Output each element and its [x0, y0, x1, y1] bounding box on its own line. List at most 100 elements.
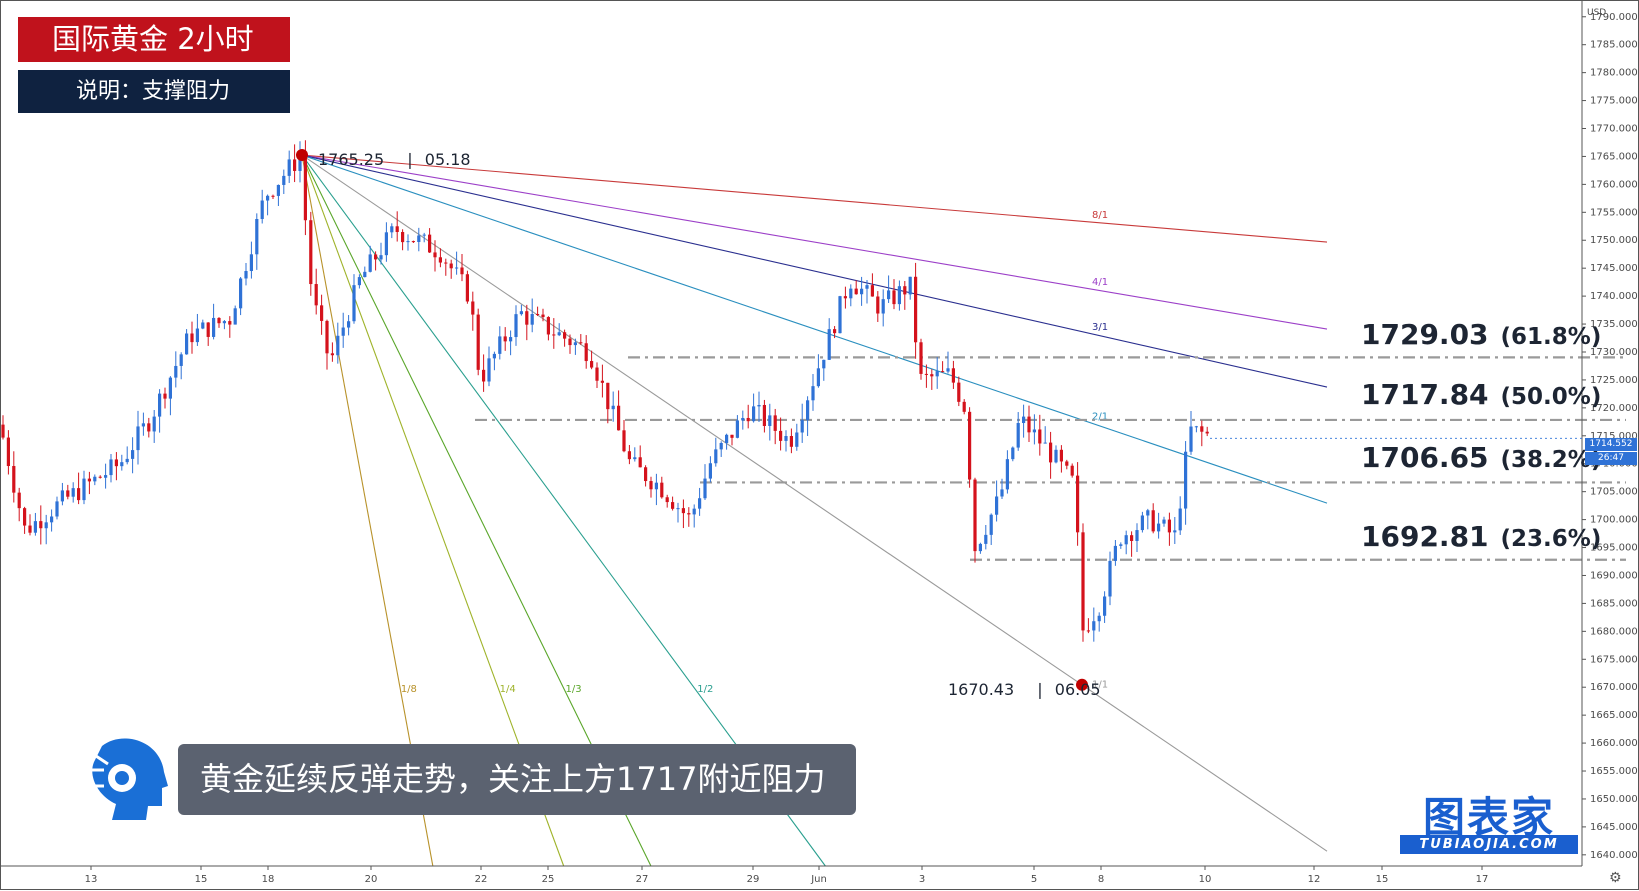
y-tick-label: 1690.000 — [1590, 570, 1638, 581]
y-tick-label: 1640.000 — [1590, 850, 1638, 861]
candle-body — [692, 508, 696, 515]
candle-body — [1173, 530, 1177, 533]
candle-body — [152, 416, 156, 432]
candle-body — [460, 267, 464, 275]
candle-body — [325, 320, 329, 354]
x-tick-label: 5 — [1031, 874, 1037, 885]
candle-body — [941, 371, 945, 373]
candle-body — [1016, 423, 1020, 448]
gann-fan-label: 2/1 — [1092, 411, 1108, 422]
candle-body — [843, 296, 847, 299]
candle-body — [163, 393, 167, 399]
candle-body — [109, 459, 113, 476]
x-tick-label: 29 — [747, 874, 760, 885]
y-tick-label: 1645.000 — [1590, 822, 1638, 833]
candle-body — [924, 373, 928, 375]
candle-body — [141, 423, 145, 427]
x-tick-label: 17 — [1476, 874, 1489, 885]
fib-pct-382: (38.2%) — [1500, 447, 1602, 473]
candle-body — [1151, 510, 1155, 532]
candle-body — [357, 277, 361, 286]
candle-body — [568, 338, 572, 346]
candle-body — [87, 478, 91, 482]
candle-body — [471, 301, 475, 315]
y-tick-label: 1700.000 — [1590, 515, 1638, 526]
candle-body — [82, 478, 86, 501]
candle-body — [449, 263, 453, 269]
candle-body — [1162, 519, 1166, 524]
candle-body — [530, 314, 534, 325]
candle-body — [217, 317, 221, 324]
logo-main: 图表家 — [1422, 793, 1555, 842]
pivot-high-marker — [296, 149, 308, 162]
candle-body — [503, 336, 507, 342]
candle-body — [649, 481, 653, 490]
candle-body — [190, 333, 194, 343]
candle-body — [1130, 535, 1134, 541]
y-tick-label: 1680.000 — [1590, 626, 1638, 637]
x-tick-label: Jun — [810, 874, 827, 885]
fib-price-618: 1729.03 — [1361, 318, 1489, 351]
candle-body — [741, 417, 745, 421]
candle-body — [908, 276, 912, 295]
candle-body — [1092, 621, 1096, 631]
candle-body — [120, 462, 124, 467]
candle-body — [757, 404, 761, 407]
y-tick-label: 1750.000 — [1590, 235, 1638, 246]
candle-body — [919, 342, 923, 374]
y-tick-label: 1755.000 — [1590, 207, 1638, 218]
gann-fan-line — [301, 154, 1328, 504]
candle-body — [347, 321, 351, 328]
candle-body — [779, 430, 783, 441]
candle-body — [374, 254, 378, 260]
candle-body — [638, 457, 642, 468]
candle-body — [195, 328, 199, 343]
candle-body — [17, 492, 21, 509]
current-price-tag: 1714.552 — [1585, 438, 1637, 451]
candle-body — [1108, 560, 1112, 597]
candle-body — [206, 322, 210, 337]
pivot-high-label: 1765.25 ❘ 05.18 — [318, 150, 471, 169]
candle-body — [860, 288, 864, 295]
candle-body — [1054, 449, 1058, 463]
fib-price-382: 1706.65 — [1361, 441, 1489, 474]
chart-title: 国际黄金 2小时 — [18, 17, 290, 62]
candle-body — [1119, 544, 1123, 546]
candle-body — [552, 334, 556, 336]
candle-body — [411, 241, 415, 243]
candle-body — [676, 508, 680, 510]
candle-body — [849, 288, 853, 299]
candle-body — [228, 321, 232, 325]
candle-body — [438, 257, 442, 263]
candle-body — [746, 417, 750, 422]
candle-body — [951, 368, 955, 383]
candle-body — [417, 235, 421, 242]
y-tick-label: 1725.000 — [1590, 375, 1638, 386]
candle-body — [71, 488, 75, 497]
gann-fan-label: 8/1 — [1092, 210, 1108, 221]
candle-body — [870, 285, 874, 297]
y-tick-label: 1675.000 — [1590, 654, 1638, 665]
candle-body — [293, 159, 297, 171]
candle-body — [611, 405, 615, 410]
candle-body — [276, 184, 280, 196]
candle-body — [838, 296, 842, 334]
pivot-high-separator-icon: ❘ — [403, 150, 417, 169]
candle-body — [330, 353, 334, 356]
gann-fan-label: 1/3 — [566, 684, 582, 695]
fib-level-layer — [475, 356, 1626, 561]
y-tick-label: 1665.000 — [1590, 710, 1638, 721]
candle-body — [384, 232, 388, 256]
x-tick-label: 20 — [365, 874, 378, 885]
candle-body — [795, 432, 799, 447]
settings-gear-icon[interactable]: ⚙ — [1609, 870, 1622, 886]
candle-body — [687, 513, 691, 515]
candle-body — [579, 342, 583, 344]
candle-body — [622, 430, 626, 452]
candle-body — [368, 254, 372, 272]
candle-body — [590, 361, 594, 368]
candle-body — [271, 195, 275, 197]
x-tick-label: 12 — [1308, 874, 1321, 885]
x-tick-label: 18 — [262, 874, 275, 885]
